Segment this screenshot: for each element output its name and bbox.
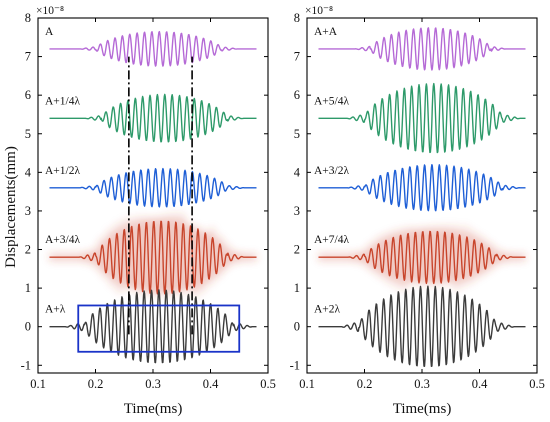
y-tick-label: 7 [294,50,300,64]
y-tick-label: -1 [290,358,300,372]
left-y-multiplier: ×10⁻⁸ [36,5,64,17]
y-tick-label: 4 [25,165,32,179]
y-tick-label: 8 [294,11,300,25]
y-tick-label: 0 [294,320,300,334]
y-tick-label: 0 [25,320,31,334]
highlight-box [77,304,241,353]
x-tick-label: 0.3 [145,377,161,391]
x-tick-label: 0.5 [529,377,545,391]
x-tick-label: 0.5 [260,377,276,391]
series-label: A+λ [45,304,66,316]
y-tick-label: 2 [25,243,31,257]
series-line [49,220,257,295]
series-label: A+1/2λ [45,165,80,177]
y-tick-label: 6 [294,88,300,102]
right-y-multiplier: ×10⁻⁸ [305,5,333,17]
series-line [318,285,526,367]
right-x-axis-title: Time(ms) [393,401,452,417]
series-label: A+3/2λ [314,165,349,177]
x-tick-label: 0.1 [30,377,46,391]
y-tick-label: 8 [25,11,31,25]
y-tick-label: 5 [294,127,300,141]
right-panel: 0.1 0.2 0.3 0.4 0.5 -1 0 1 2 3 4 5 6 7 8 A+A A+5/4λ A+3/2… [290,11,545,391]
series-line [49,30,257,67]
x-tick-label: 0.3 [414,377,430,391]
left-panel: 0.1 0.2 0.3 0.4 0.5 -1 0 1 2 3 4 5 6 7 8 A A+1/4λ A+1/2λ A… [21,11,276,391]
series-label: A+A [314,26,338,38]
series-line [318,27,526,71]
series-label: A+7/4λ [314,234,349,246]
series-line [318,82,526,154]
series-line [49,93,257,143]
series-line [49,167,257,208]
y-tick-label: 3 [294,204,300,218]
y-tick-label: 5 [25,127,31,141]
y-tick-label: 6 [25,88,31,102]
series-label: A+1/4λ [45,95,80,107]
y-tick-label: 1 [25,281,31,295]
series-line [318,164,526,212]
x-tick-label: 0.2 [88,377,104,391]
y-tick-label: -1 [21,358,31,372]
left-x-axis-title: Time(ms) [124,401,183,417]
left-y-axis-title: Displacements(mm) [3,146,19,268]
series-label: A+2λ [314,304,341,316]
y-tick-label: 4 [294,165,301,179]
series-label: A+5/4λ [314,95,349,107]
series-label: A [45,26,54,38]
series-label: A+3/4λ [45,234,80,246]
y-tick-label: 1 [294,281,300,295]
x-tick-label: 0.2 [357,377,373,391]
y-tick-label: 7 [25,50,31,64]
series-line [318,230,526,285]
x-tick-label: 0.4 [472,377,488,391]
y-tick-label: 2 [294,243,300,257]
x-tick-label: 0.4 [203,377,219,391]
series-line [49,289,257,364]
y-tick-label: 3 [25,204,31,218]
x-tick-label: 0.1 [299,377,315,391]
